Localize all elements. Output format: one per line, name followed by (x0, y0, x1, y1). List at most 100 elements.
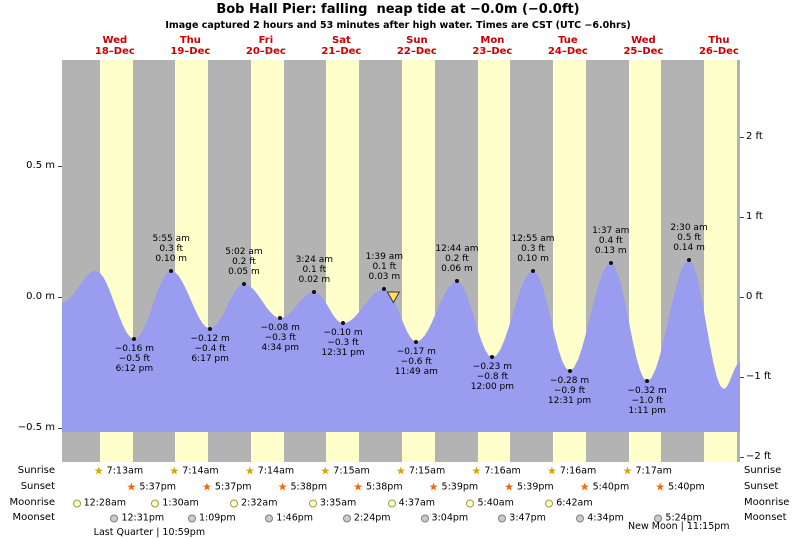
high-tide-annotation: 5:02 am 0.2 ft 0.05 m (225, 247, 262, 277)
tide-annotation-line: −0.32 m (627, 386, 667, 396)
day-date: 21–Dec (321, 46, 362, 57)
day-label: Mon 23–Dec (472, 35, 512, 57)
axis-tick (740, 457, 744, 459)
sunrise-row-label-right: Sunrise (744, 465, 782, 476)
tide-annotation-line: 0.2 ft (445, 254, 469, 265)
tide-annotation-line: 1:37 am (592, 225, 630, 236)
sunset-time: 5:37pm (139, 481, 177, 493)
sunrise-star-icon: ★ (169, 464, 180, 477)
tide-point-dot (567, 368, 572, 373)
sunset-star-icon: ★ (202, 480, 212, 493)
tide-annotation-line: −0.3 ft (327, 338, 359, 349)
tide-annotation-line: 0.14 m (673, 243, 705, 254)
sunset-row-label-right: Sunset (744, 481, 779, 492)
moonset-moon-icon (342, 514, 351, 522)
high-tide-annotation: 3:24 am 0.1 ft 0.02 m (296, 255, 333, 285)
tide-point-dot (454, 279, 459, 284)
day-name: Sun (406, 35, 428, 46)
moonrise-moon-icon (545, 499, 554, 507)
day-date: 22–Dec (396, 46, 437, 57)
tide-annotation-line: 0.06 m (441, 264, 473, 275)
sunrise-event: ★ 7:16am (547, 465, 596, 477)
moonset-time: 3:47pm (509, 512, 546, 524)
day-label: Wed 25–Dec (623, 35, 663, 57)
sunrise-star-icon: ★ (244, 464, 255, 477)
tide-annotation-line: 3:24 am (295, 254, 333, 265)
tide-annotation-line: 0.03 m (368, 272, 401, 283)
axis-tick (58, 297, 62, 298)
daylight-band (401, 60, 435, 462)
axis-tick (740, 216, 744, 218)
tide-point-dot (341, 321, 346, 326)
sunset-row-label-left: Sunset (20, 481, 55, 492)
moonset-moon-icon (110, 514, 119, 522)
tide-annotation-line: −0.16 m (114, 344, 154, 354)
sunset-event: ★ 5:40pm (655, 481, 705, 493)
moonset-moon-icon (654, 514, 663, 522)
sunrise-time: 7:13am (106, 465, 144, 477)
day-name: Mon (480, 35, 505, 46)
sunset-event: ★ 5:39pm (504, 481, 554, 493)
low-tide-annotation: −0.32 m −1.0 ft 1:11 pm (628, 386, 667, 416)
axis-tick (740, 297, 744, 298)
sunrise-time: 7:16am (484, 465, 521, 477)
tide-point-dot (208, 326, 213, 331)
moonrise-time: 1:30am (162, 497, 199, 509)
moonset-time: 12:31pm (121, 512, 165, 524)
moonrise-event: 12:28am (72, 498, 126, 509)
low-tide-annotation: −0.16 m −0.5 ft 6:12 pm (115, 344, 154, 374)
tide-annotation-line: 6:12 pm (115, 364, 154, 374)
tide-annotation-line: 1:39 am (365, 252, 403, 263)
tide-point-dot (490, 355, 495, 360)
tide-point-dot (312, 289, 317, 294)
high-tide-annotation: 12:44 am 0.2 ft 0.06 m (435, 244, 478, 274)
moonrise-row-label-right: Moonrise (744, 497, 790, 508)
day-name: Wed (102, 35, 128, 46)
sunset-time: 5:38pm (290, 481, 328, 493)
tide-annotation-line: 0.3 ft (521, 243, 545, 254)
moonset-time: 3:04pm (431, 512, 469, 524)
tide-annotation-line: 12:31 pm (321, 348, 365, 359)
sunrise-star-icon: ★ (395, 464, 406, 477)
sunset-time: 5:38pm (365, 481, 403, 493)
daylight-band (477, 60, 511, 462)
tide-point-dot (132, 337, 137, 341)
low-tide-annotation: −0.08 m −0.3 ft 4:34 pm (261, 323, 300, 353)
day-label: Wed 18–Dec (95, 35, 135, 57)
tide-annotation-line: 0.4 ft (598, 235, 623, 246)
tide-annotation-line: 0.2 ft (232, 256, 256, 267)
moonrise-event: 4:37am (387, 498, 435, 509)
day-label: Thu 26–Dec (699, 35, 739, 57)
y-axis-label-m: 0.5 m (26, 159, 55, 171)
moonrise-event: 6:42am (545, 498, 593, 509)
tide-annotation-line: 0.5 ft (677, 233, 701, 244)
moonset-event: 4:34pm (576, 513, 624, 524)
high-tide-annotation: 1:37 am 0.4 ft 0.13 m (592, 226, 629, 256)
day-date: 25–Dec (623, 46, 664, 57)
y-axis-label-ft: 2 ft (746, 130, 763, 142)
moonset-moon-icon (420, 514, 429, 522)
day-label: Sat 21–Dec (321, 35, 361, 57)
sunrise-time: 7:14am (257, 465, 295, 477)
sunset-star-icon: ★ (277, 480, 288, 493)
tide-annotation-line: −0.8 ft (476, 372, 509, 383)
tide-annotation-line: 11:49 am (394, 366, 438, 377)
sunset-event: ★ 5:38pm (353, 481, 403, 493)
sunset-event: ★ 5:38pm (277, 480, 328, 493)
day-label: Tue 24–Dec (548, 35, 588, 57)
sunrise-time: 7:15am (333, 465, 370, 477)
y-axis-label-m: −0.5 m (17, 422, 55, 434)
tide-point-dot (645, 379, 650, 383)
day-label: Sun 22–Dec (397, 35, 437, 57)
day-date: 18–Dec (94, 46, 135, 57)
sunset-event: ★ 5:37pm (127, 481, 177, 493)
moon-phase-label: Last Quarter | 10:59pm (93, 527, 206, 538)
moon-phase-label: New Moon | 11:15pm (628, 521, 730, 532)
sunrise-star-icon: ★ (320, 464, 331, 477)
tide-point-dot (278, 316, 283, 320)
tide-point-dot (382, 287, 387, 292)
moonrise-event: 2:32am (230, 498, 278, 509)
moonset-moon-icon (498, 514, 507, 522)
moonset-event: 5:24pm (654, 513, 702, 524)
y-axis-label-ft: 1 ft (746, 210, 763, 222)
